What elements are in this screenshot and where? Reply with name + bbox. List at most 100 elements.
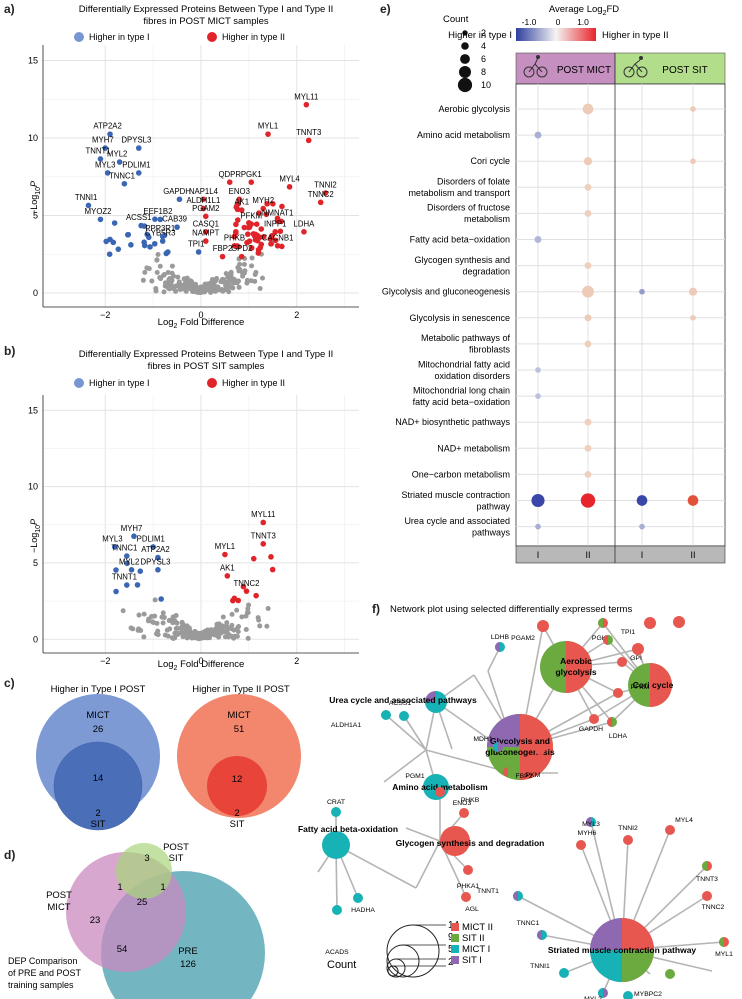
- gene-label: GAPDH: [163, 187, 191, 196]
- gene-label: PFKM: [240, 212, 262, 221]
- term-label: Fatty acid beta−oxidation: [410, 235, 510, 245]
- gene-node-label: TNNC2: [702, 904, 725, 911]
- gene-label: LDHA: [294, 219, 316, 228]
- gene-label: MYL4: [279, 174, 300, 183]
- gene-label: MYL2: [107, 150, 127, 159]
- term-label: NAD+ metabolism: [437, 443, 510, 453]
- gene-label: MYL3: [95, 160, 115, 169]
- column-label: I: [641, 550, 644, 560]
- count-legend-dot: [457, 77, 473, 93]
- legend-type1-label: Higher in type I: [89, 32, 150, 42]
- gene-label: TNNI2: [314, 181, 337, 190]
- gene-node-agl: AGL: [461, 892, 479, 913]
- gene-label: MYH2: [252, 196, 274, 205]
- count-legend-dot: [461, 42, 469, 50]
- gene-node-label: GPI: [630, 655, 642, 662]
- term-label: metabolism and transport: [408, 188, 510, 198]
- labelled-point: [274, 242, 281, 249]
- labelled-point: [104, 170, 111, 176]
- non-significant-point: [190, 282, 196, 288]
- labelled-point: [305, 137, 312, 144]
- dot-plot-area: [515, 83, 726, 547]
- non-significant-point: [192, 289, 198, 295]
- gene-node-myl4: MYL4: [665, 817, 693, 835]
- type2-point: [263, 211, 270, 218]
- fd-scale-tick-pos: 1.0: [577, 17, 589, 27]
- labelled-point: [272, 229, 279, 235]
- term-label: NAD+ biosynthetic pathways: [395, 417, 510, 427]
- labelled-point: [301, 229, 307, 235]
- pathway-dot: [639, 523, 645, 530]
- count-legend-dot: [462, 30, 468, 36]
- pathway-dot: [688, 287, 698, 296]
- gene-label: PDLIM1: [137, 535, 165, 544]
- labelled-point: [138, 222, 144, 229]
- venn-mict-only-count: 23: [90, 915, 101, 926]
- venn-post-sit-circle: [116, 843, 172, 899]
- labelled-point: [102, 145, 109, 151]
- non-significant-point: [199, 634, 205, 640]
- gene-node-ldha: LDHA: [607, 717, 628, 740]
- term-label: Mitochondrial fatty acid: [418, 359, 510, 369]
- non-significant-point: [136, 612, 142, 618]
- venn-post-sit-label-2: SIT: [169, 853, 184, 864]
- fd-scale-tick-neg: -1.0: [522, 17, 537, 27]
- non-significant-point: [212, 278, 218, 284]
- gene-node-phkb: PHKB: [459, 797, 480, 818]
- non-significant-point: [229, 633, 235, 639]
- non-significant-point: [164, 284, 170, 290]
- non-significant-point: [183, 286, 189, 292]
- count-legend-dot: [460, 54, 470, 64]
- network-legend-swatch: [451, 956, 459, 964]
- venn-sit-pre-count: 1: [160, 882, 165, 893]
- non-significant-point: [142, 269, 148, 275]
- hub-label-fatty: Fatty acid beta-oxidation: [298, 824, 398, 834]
- non-significant-point: [235, 265, 241, 271]
- gene-label: AK1: [220, 564, 235, 573]
- labelled-point: [236, 196, 243, 203]
- gene-node-label: PGAM2: [511, 635, 535, 642]
- network-legend-label: SIT I: [462, 955, 482, 966]
- non-significant-point: [165, 633, 171, 639]
- type1-point: [146, 234, 152, 241]
- non-significant-point: [178, 626, 184, 632]
- gene-label: ATP2A2: [93, 122, 121, 131]
- count-legend-label: 8: [481, 67, 486, 77]
- gene-label: INPP1: [264, 219, 287, 228]
- gene-node-label: CRAT: [327, 799, 345, 806]
- labelled-point: [248, 221, 255, 227]
- group-label-post-mict: POST MICT: [557, 65, 611, 76]
- labelled-point: [121, 180, 128, 187]
- non-significant-point: [184, 633, 190, 639]
- column-label-strip: [515, 545, 726, 564]
- gene-label: MYL11: [251, 510, 275, 519]
- labelled-point: [260, 541, 267, 547]
- type1-point: [151, 240, 158, 247]
- venn-left-title: Higher in Type I POST: [51, 684, 146, 695]
- type2-point: [256, 210, 262, 216]
- cyclist-icon: [523, 55, 548, 78]
- gene-node-label: ACSS1: [389, 700, 412, 707]
- gene-node-myh6: MYH6: [576, 830, 597, 850]
- hub-label-aerobic-2: glycolysis: [555, 667, 596, 677]
- pathway-dot: [531, 493, 545, 508]
- gene-label: AK1: [234, 198, 249, 207]
- gene-node-myl1: MYL1: [715, 937, 733, 958]
- volcano-a-xlabel: Log2 Fold Difference: [158, 317, 245, 330]
- gene-label: MYL2: [119, 557, 139, 566]
- term-label: oxidation disorders: [434, 371, 510, 381]
- venn-left-overlap-count: 14: [93, 773, 104, 784]
- pathway-dot: [582, 285, 594, 298]
- non-significant-point: [160, 610, 166, 616]
- x-tick-label: 0: [198, 310, 203, 320]
- pathway-dot: [534, 131, 542, 139]
- volcano-b-title-2: fibres in POST SIT samples: [148, 361, 265, 372]
- non-significant-point: [245, 610, 251, 616]
- non-significant-point: [244, 277, 250, 283]
- non-significant-point: [150, 619, 156, 625]
- gene-node-phka1: PHKA1: [457, 865, 479, 890]
- gene-label: EEF1B2: [143, 207, 172, 216]
- network-title: Network plot using selected differential…: [390, 604, 632, 615]
